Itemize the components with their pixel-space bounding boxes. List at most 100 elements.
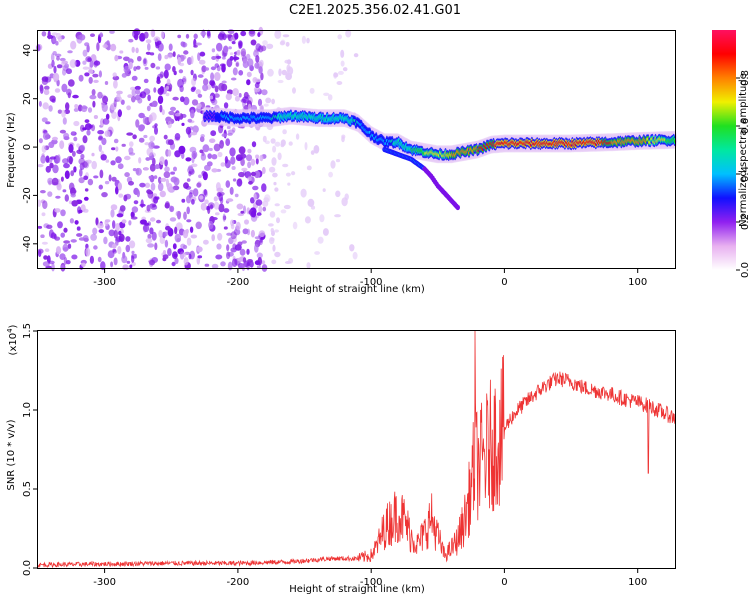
noise-blob: [211, 154, 218, 160]
noise-blob: [240, 210, 245, 214]
noise-blob: [40, 155, 46, 164]
noise-blob: [38, 138, 43, 144]
snr-x-tick-label: -300: [93, 577, 116, 588]
noise-blob: [178, 145, 186, 155]
noise-blob: [156, 219, 161, 224]
noise-blob: [37, 248, 44, 254]
noise-blob: [111, 243, 117, 249]
noise-blob: [223, 226, 228, 230]
noise-blob: [115, 235, 123, 242]
noise-blob: [227, 132, 233, 136]
noise-blob: [165, 225, 171, 231]
noise-blob: [172, 251, 178, 259]
noise-blob: [149, 227, 154, 235]
spectrogram-marks: [35, 26, 678, 272]
noise-blob: [266, 43, 274, 49]
noise-blob: [240, 30, 247, 37]
noise-blob: [216, 55, 222, 60]
noise-blob: [221, 133, 227, 138]
noise-blob: [242, 55, 248, 64]
noise-blob: [202, 84, 209, 92]
noise-blob: [210, 66, 216, 71]
snr-x-axis-title: Height of straight line (km): [289, 584, 425, 595]
noise-blob: [218, 193, 223, 202]
noise-blob: [250, 197, 255, 204]
snr-y-tick-label: 1.5: [22, 323, 33, 339]
noise-blob: [188, 253, 192, 260]
noise-blob: [115, 223, 120, 232]
noise-blob: [41, 145, 47, 153]
noise-blob: [104, 219, 109, 227]
noise-blob: [136, 189, 140, 198]
noise-blob: [301, 35, 306, 44]
noise-blob: [181, 122, 185, 126]
noise-blob: [110, 209, 115, 218]
noise-blob: [140, 219, 147, 225]
noise-blob: [229, 186, 234, 195]
noise-blob: [123, 194, 128, 202]
noise-blob: [210, 130, 217, 137]
noise-blob: [183, 257, 189, 266]
noise-blob: [51, 98, 56, 103]
noise-blob: [144, 142, 150, 146]
spectrogram-x-tick-label: 100: [628, 277, 647, 288]
noise-blob: [349, 244, 355, 252]
noise-blob: [113, 257, 118, 266]
noise-blob: [345, 29, 352, 38]
noise-blob: [80, 153, 85, 160]
noise-blob: [87, 178, 94, 186]
noise-blob: [270, 237, 275, 242]
noise-blob: [143, 167, 149, 171]
spectrogram-y-tick-label: 40: [22, 44, 33, 57]
noise-blob: [183, 211, 187, 220]
noise-blob: [240, 158, 245, 167]
noise-blob: [126, 105, 131, 111]
noise-blob: [274, 141, 281, 147]
noise-blob: [177, 34, 182, 39]
noise-blob: [186, 219, 192, 223]
noise-blob: [122, 264, 129, 271]
noise-blob: [285, 41, 290, 47]
noise-blob: [73, 166, 77, 173]
noise-blob: [260, 72, 264, 81]
noise-blob: [181, 198, 186, 203]
noise-blob: [70, 40, 77, 50]
noise-blob: [204, 263, 210, 267]
noise-blob: [56, 56, 60, 61]
noise-blob: [166, 183, 173, 192]
snr-x-tick-label: 0: [501, 577, 507, 588]
noise-blob: [90, 54, 97, 63]
noise-blob: [151, 100, 158, 108]
noise-blob: [268, 223, 274, 227]
noise-blob: [97, 130, 104, 135]
noise-blob: [56, 64, 63, 69]
noise-blob: [272, 145, 277, 153]
noise-blob: [130, 86, 136, 91]
noise-blob: [50, 53, 55, 62]
noise-blob: [43, 89, 50, 96]
noise-blob: [63, 240, 70, 244]
noise-blob: [111, 176, 117, 182]
noise-blob: [335, 190, 341, 198]
noise-blob: [41, 31, 47, 37]
noise-blob: [246, 261, 250, 271]
noise-blob: [170, 106, 176, 112]
noise-blob: [230, 219, 235, 227]
noise-blob: [170, 176, 178, 183]
noise-blob: [53, 65, 57, 74]
noise-blob: [78, 209, 83, 214]
noise-blob: [335, 159, 341, 163]
noise-blob: [313, 145, 320, 154]
noise-blob: [282, 129, 287, 135]
noise-blob: [185, 126, 192, 135]
noise-blob: [115, 156, 122, 164]
noise-blob: [182, 252, 187, 258]
colorbar-gradient: [712, 30, 736, 270]
noise-blob: [131, 95, 136, 103]
noise-blob: [283, 204, 291, 210]
spectrogram-y-axis-title: Frequency (Hz): [6, 112, 17, 188]
noise-blob: [250, 229, 255, 238]
noise-blob: [51, 60, 55, 68]
noise-blob: [138, 157, 142, 164]
noise-blob: [93, 175, 99, 179]
